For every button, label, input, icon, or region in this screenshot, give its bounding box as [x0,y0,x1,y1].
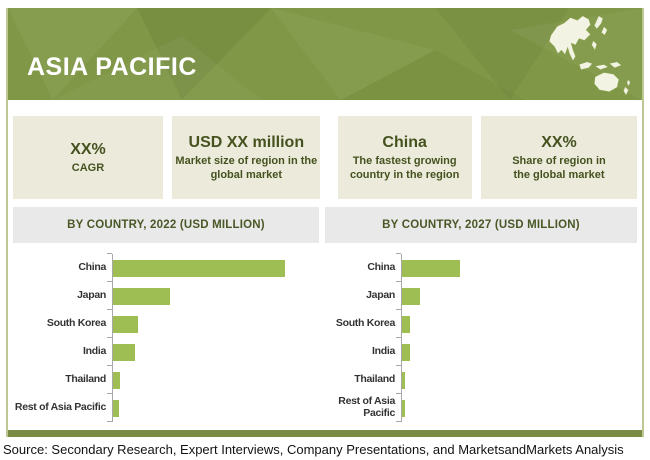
value-bar [113,399,119,417]
bar-track [107,393,319,422]
stat-box-region-share: XX% Share of region in the global market [480,116,637,199]
value-bar [113,287,170,305]
chart-row: India [325,337,637,366]
bar-category-label: India [82,345,106,358]
bar-track [107,365,319,394]
stat-box-fastest-country: China The fastest growing country in the… [337,116,472,199]
bar-category-label: Thailand [65,373,106,386]
asia-pacific-map-icon [548,15,631,96]
bar-track [107,281,319,310]
value-bar [402,371,405,389]
bar-category-label: South Korea [335,317,395,330]
bar-track [107,337,319,366]
bar-category-label: China [367,261,395,274]
source-attribution: Source: Secondary Research, Expert Inter… [3,442,624,457]
bar-chart-2022: China Japan South Korea India Thailand Rest o… [13,253,319,422]
bar-track [396,337,637,366]
bar-category-label: Rest of Asia Pacific [14,401,106,414]
bar-track [396,365,637,394]
chart-row: China [13,253,319,282]
chart-row: Thailand [13,365,319,394]
stat-box-market-size: USD XX million Market size of region in … [172,116,321,199]
stat-label: CAGR [71,161,105,174]
bar-category-label: India [371,345,395,358]
section-header-2022: BY COUNTRY, 2022 (USD MILLION) [13,207,319,243]
bar-track [107,309,319,338]
bar-category-label: China [78,261,106,274]
chart-row: Japan [325,281,637,310]
chart-row: China [325,253,637,282]
value-bar [113,343,135,361]
bar-track [396,253,637,282]
chart-row: Rest of Asia Pacific [325,393,637,422]
chart-row: South Korea [325,309,637,338]
frame-bottom-bar [8,430,642,437]
bar-category-label: Japan [366,289,395,302]
bar-track [396,309,637,338]
chart-row: Japan [13,281,319,310]
chart-row: India [13,337,319,366]
value-bar [402,315,410,333]
bar-track [396,393,637,422]
value-bar [402,287,420,305]
infographic-frame: ASIA PACIFIC XX% CAGR [6,8,644,437]
stat-label: Share of region in the global market [512,154,606,182]
section-header-2027: BY COUNTRY, 2027 (USD MILLION) [325,207,637,243]
bar-category-label: Rest of Asia Pacific [338,395,395,419]
value-bar [402,259,460,277]
stat-value: China [382,133,427,151]
stat-label: Market size of region in the global mark… [175,154,318,182]
chart-row: Rest of Asia Pacific [13,393,319,422]
value-bar [113,371,120,389]
stat-value: XX% [70,140,106,158]
bar-track [107,253,319,282]
stat-value: USD XX million [188,133,305,151]
bar-category-label: South Korea [46,317,106,330]
bar-category-label: Thailand [354,373,395,386]
page-title: ASIA PACIFIC [27,53,197,81]
stat-box-row: XX% CAGR USD XX million Market size of r… [13,116,637,199]
chart-section-headers: BY COUNTRY, 2022 (USD MILLION) BY COUNTR… [13,207,637,243]
value-bar [402,399,405,417]
bar-category-label: Japan [77,289,106,302]
stat-box-cagr: XX% CAGR [13,116,163,199]
value-bar [113,315,138,333]
region-header-band: ASIA PACIFIC [8,8,642,100]
bar-chart-2027: China Japan South Korea India Thailand Rest o… [325,253,637,422]
value-bar [402,343,410,361]
stat-label: The fastest growing country in the regio… [349,154,460,182]
chart-row: South Korea [13,309,319,338]
bar-track [396,281,637,310]
charts-row: China Japan South Korea India Thailand Rest o… [13,253,637,422]
stat-value: XX% [541,133,577,151]
value-bar [113,259,285,277]
chart-row: Thailand [325,365,637,394]
